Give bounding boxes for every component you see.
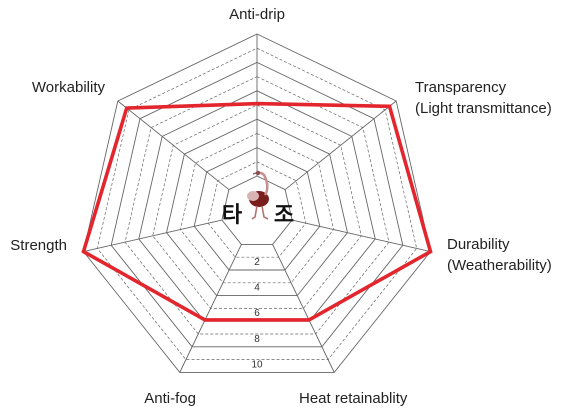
axis-label-line: Durability <box>447 236 510 253</box>
grid-ring <box>207 161 307 258</box>
grid-ring <box>193 147 321 271</box>
axis-label: Anti-fog <box>144 390 196 407</box>
tick-label: 2 <box>254 257 260 268</box>
grid-ring <box>96 47 418 360</box>
ostrich-icon <box>247 170 269 220</box>
grid-spoke <box>291 219 431 253</box>
grid-spoke <box>179 244 242 373</box>
radar-grid <box>83 33 431 373</box>
tick-label: 6 <box>254 308 260 319</box>
grid-spoke <box>83 219 223 253</box>
grid-ring <box>110 61 404 348</box>
axis-labels: Anti-drip Transparency (Light transmittanc… <box>10 6 551 407</box>
grid-spoke <box>284 100 397 190</box>
grid-ring <box>166 118 348 297</box>
axis-label-line: Heat retainablity <box>299 390 408 407</box>
radial-ticks: 2 4 6 8 10 <box>251 257 263 370</box>
grid-ring <box>180 133 334 284</box>
grid-ring <box>124 76 390 335</box>
axis-label: Anti-drip <box>229 6 285 23</box>
axis-label-line: (Light transmittance) <box>415 100 552 117</box>
axis-label-line: Strength <box>10 237 67 254</box>
logo-text-right: 조 <box>274 203 294 228</box>
axis-label: Workability <box>32 79 106 96</box>
logo: 타 조 <box>222 170 294 228</box>
axis-label-line: Anti-fog <box>144 390 196 407</box>
axis-label: Transparency (Light transmittance) <box>415 79 552 117</box>
grid-ring-inner <box>221 175 293 245</box>
axis-label: Durability (Weatherability) <box>447 236 552 274</box>
axis-label-line: Transparency <box>415 79 507 96</box>
grid-spoke <box>272 244 335 373</box>
grid-ring <box>83 33 431 373</box>
axis-label: Strength <box>10 237 67 254</box>
tick-label: 10 <box>251 359 263 370</box>
tick-label: 8 <box>254 334 260 345</box>
grid-spoke <box>117 100 230 190</box>
axis-label-line: Anti-drip <box>229 6 285 23</box>
logo-text-left: 타 <box>222 203 243 228</box>
radar-series <box>81 101 433 322</box>
grid-ring <box>152 104 362 309</box>
axis-label: Heat retainablity <box>299 390 408 407</box>
axis-label-line: Workability <box>32 79 106 96</box>
series-line <box>81 101 433 322</box>
tick-label: 4 <box>254 283 260 294</box>
axis-label-line: (Weatherability) <box>447 257 552 274</box>
